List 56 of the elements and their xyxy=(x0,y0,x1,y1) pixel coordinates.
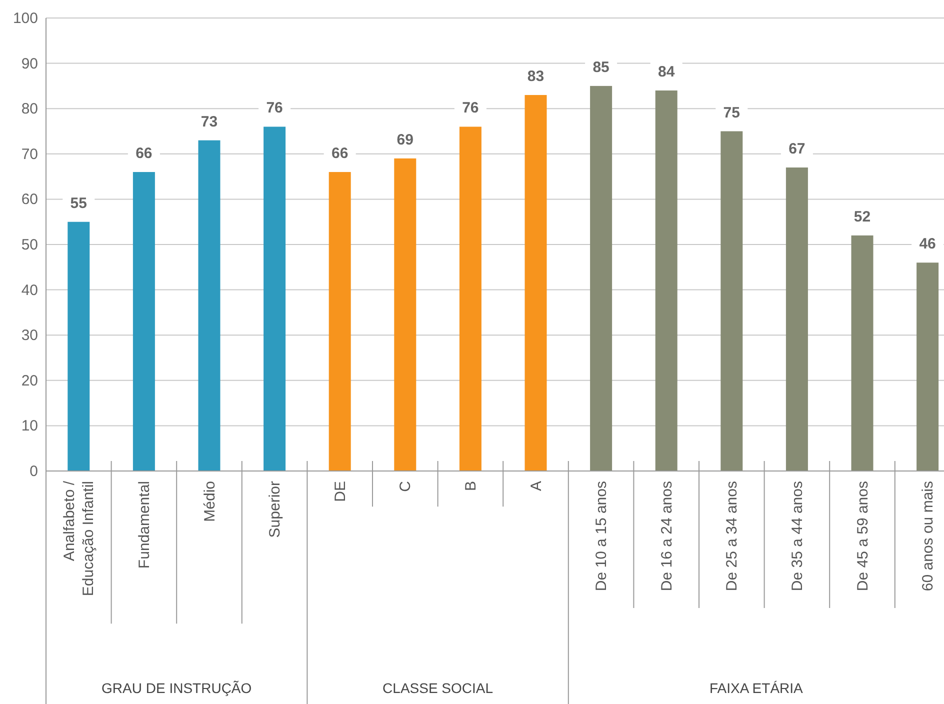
bar xyxy=(786,167,808,471)
bar xyxy=(264,126,286,471)
bar xyxy=(394,158,416,471)
y-tick-label: 90 xyxy=(21,55,38,72)
bar xyxy=(524,95,547,471)
y-tick-label: 70 xyxy=(21,146,38,163)
data-label: 84 xyxy=(658,63,676,80)
data-label: 66 xyxy=(332,145,348,162)
bar xyxy=(68,222,90,471)
text: FAIXA ETÁRIA xyxy=(710,680,804,696)
x-tick-label: C xyxy=(397,480,414,492)
x-tick-label: De 10 a 15 anos xyxy=(593,481,610,592)
bar xyxy=(590,86,612,471)
x-tick-label: A xyxy=(528,481,545,492)
bar xyxy=(459,126,482,471)
x-tick-label: De 25 a 34 anos xyxy=(724,481,741,592)
x-tick-label: B xyxy=(462,481,480,492)
data-label: 83 xyxy=(527,68,544,86)
data-label: 85 xyxy=(592,58,610,76)
data-label: 46 xyxy=(919,236,936,253)
y-tick-label: 20 xyxy=(21,372,38,390)
y-tick-label: 50 xyxy=(21,236,38,254)
bar xyxy=(720,131,743,471)
data-label: 69 xyxy=(396,131,414,148)
data-label: 55 xyxy=(70,194,87,212)
x-tick-label: 60 anos ou mais xyxy=(920,481,937,592)
bar xyxy=(198,140,220,471)
text: CLASSE SOCIAL xyxy=(382,680,494,696)
bar xyxy=(851,235,874,471)
y-tick-label: 60 xyxy=(21,191,38,208)
bar xyxy=(328,172,351,471)
x-tick-label: Superior xyxy=(266,481,284,538)
x-tick-label: Fundamental xyxy=(136,481,153,569)
y-tick-label: 40 xyxy=(21,282,38,299)
y-tick-label: 0 xyxy=(30,463,38,480)
y-tick-label: 10 xyxy=(21,418,38,435)
data-label: 66 xyxy=(136,145,152,162)
x-tick-label: Analfabeto / Educação Infantil xyxy=(61,480,98,596)
data-label: 76 xyxy=(266,100,283,117)
x-tick-label: De 35 a 44 anos xyxy=(788,481,806,592)
data-label: 52 xyxy=(854,208,871,226)
y-tick-label: 30 xyxy=(21,327,38,344)
x-tick-label: Médio xyxy=(201,481,218,522)
bar xyxy=(655,90,678,471)
text: GRAU DE INSTRUÇÃO xyxy=(102,680,252,696)
data-label: 76 xyxy=(462,100,479,117)
bar xyxy=(916,262,939,471)
data-label: 73 xyxy=(200,113,218,130)
y-tick-label: 100 xyxy=(12,10,38,27)
data-label: 67 xyxy=(788,140,806,158)
y-tick-label: 80 xyxy=(21,100,38,118)
x-tick-label: De 45 a 59 anos xyxy=(854,481,872,592)
x-tick-label: De 16 a 24 anos xyxy=(658,481,676,592)
bar xyxy=(132,172,155,471)
x-tick-label: DE xyxy=(332,481,349,502)
data-label: 75 xyxy=(723,104,740,122)
